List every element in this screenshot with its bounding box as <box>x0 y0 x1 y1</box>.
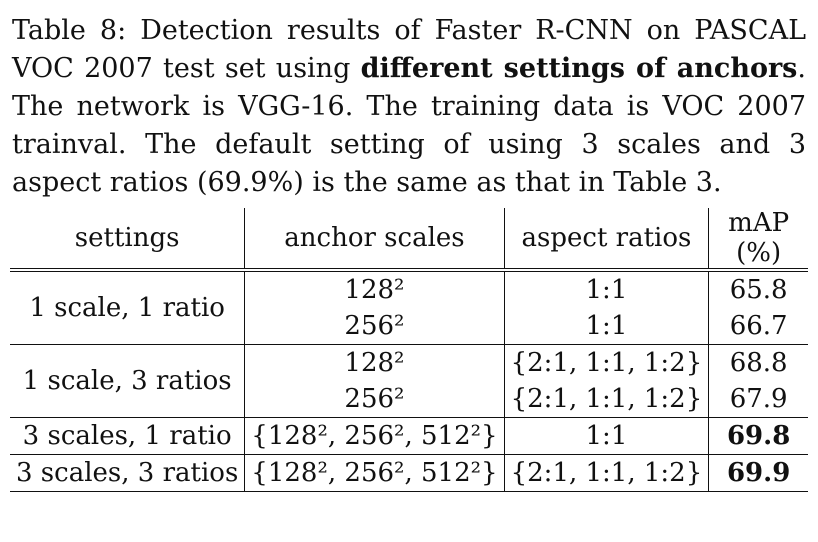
table-row: 1 scale, 1 ratio 128² 1:1 65.8 <box>10 270 808 345</box>
page-body: Table 8: Detection results of Faster R-C… <box>0 12 818 542</box>
aspect-ratios-cell: 1:1 <box>503 308 709 345</box>
caption-text: . The network is VGG-16. The training da… <box>12 53 806 198</box>
anchor-scales-cell: {128², 256², 512²} <box>244 454 505 492</box>
map-cell: 69.8 <box>708 417 808 455</box>
header-cell: anchor scales <box>244 208 505 272</box>
anchor-scales-cell: {128², 256², 512²} <box>244 417 505 455</box>
map-cell: 68.8 <box>708 344 808 381</box>
caption-label: Table 8: <box>12 15 127 46</box>
table-row: 3 scales, 3 ratios {128², 256², 512²} {2:1… <box>10 454 808 492</box>
settings-cell: 1 scale, 1 ratio <box>10 270 245 345</box>
table-header: settings anchor scales aspect ratios mAP… <box>10 208 808 272</box>
caption-emphasis: different settings of anchors <box>360 53 798 84</box>
table-row: 256² 1:1 66.7 <box>10 308 808 345</box>
header-cell: settings <box>10 208 245 272</box>
map-cell: 69.9 <box>708 454 808 492</box>
table-row: 3 scales, 1 ratio {128², 256², 512²} 1:1 69… <box>10 417 808 455</box>
table-row: 1 scale, 3 ratios 128² {2:1, 1:1, 1:2} 68.8 <box>10 344 808 418</box>
settings-cell: 3 scales, 3 ratios <box>10 454 245 492</box>
results-table: settings anchor scales aspect ratios mAP… <box>10 208 808 492</box>
header-row: settings anchor scales aspect ratios mAP… <box>10 208 808 272</box>
table-body: 1 scale, 1 ratio 128² 1:1 65.8 256² 1:1 66.7 1 … <box>10 270 808 492</box>
header-cell: aspect ratios <box>503 208 709 272</box>
aspect-ratios-cell: 1:1 <box>503 417 709 455</box>
anchor-scales-cell: 256² <box>244 308 505 345</box>
header-cell: mAP (%) <box>708 208 808 272</box>
aspect-ratios-cell: {2:1, 1:1, 1:2} <box>503 381 709 418</box>
aspect-ratios-cell: {2:1, 1:1, 1:2} <box>503 344 709 381</box>
aspect-ratios-cell: 1:1 <box>503 270 709 308</box>
caption-text: Detection results of Faster R-CNN on PAS… <box>12 15 806 84</box>
caption: Table 8: Detection results of Faster R-C… <box>12 12 806 202</box>
anchor-scales-cell: 256² <box>244 381 505 418</box>
map-cell: 67.9 <box>708 381 808 418</box>
table-row: 256² {2:1, 1:1, 1:2} 67.9 <box>10 381 808 418</box>
anchor-scales-cell: 128² <box>244 270 505 308</box>
map-cell: 66.7 <box>708 308 808 345</box>
settings-cell: 1 scale, 3 ratios <box>10 344 245 418</box>
map-cell: 65.8 <box>708 270 808 308</box>
aspect-ratios-cell: {2:1, 1:1, 1:2} <box>503 454 709 492</box>
anchor-scales-cell: 128² <box>244 344 505 381</box>
settings-cell: 3 scales, 1 ratio <box>10 417 245 455</box>
